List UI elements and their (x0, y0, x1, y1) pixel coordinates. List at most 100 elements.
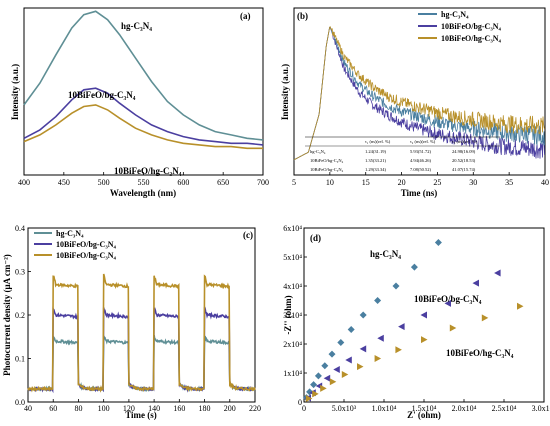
panel-d-point-10bifeo-bg (377, 334, 384, 342)
panel-c-xtick-label: 180 (199, 404, 211, 413)
panel-a-annotation-hg: hg-C₃N₄ (121, 21, 152, 31)
panel-d-point-10bifeo-hg (357, 363, 364, 371)
panel-d-point-hg (314, 372, 322, 380)
panel-d-ytick-label: 6x10⁴ (283, 224, 302, 233)
panel-b-xtick-label: 15 (362, 178, 370, 187)
panel-d-point-hg (374, 297, 382, 304)
panel-b-xtick-label: 40 (541, 178, 549, 187)
panel-c-series-line (27, 333, 256, 393)
panel-b-frame (293, 7, 546, 176)
panel-b-xlabel: Time (ns) (401, 188, 438, 198)
panel-c-xtick-label: 200 (224, 404, 236, 413)
panel-d-point-hg (359, 311, 367, 319)
panel-c-xtick-label: 100 (98, 404, 110, 413)
panel-d-point-hg (392, 282, 400, 290)
panel-c-legend-label: 10BiFeO/hg-C₃N₄ (56, 251, 117, 260)
panel-a-xtick-label: 650 (217, 178, 229, 187)
panel-c-label: (c) (243, 230, 253, 240)
panel-c-xtick-label: 160 (173, 404, 185, 413)
panel-d-point-hg (410, 263, 418, 271)
panel-d-point-10bifeo-bg (420, 311, 427, 319)
panel-d-ytick-label: 4x10⁴ (283, 282, 302, 291)
panel-d-ytick-label: 1x10⁴ (283, 369, 302, 378)
panel-d-point-10bifeo-hg (329, 378, 337, 386)
panel-b-xtick-label: 30 (469, 178, 477, 187)
panel-d-point-10bifeo-hg (481, 314, 489, 322)
panel-d-point-10bifeo-bg (398, 323, 405, 331)
panel-d-xlabel: Z' (ohm) (407, 410, 441, 420)
panel-d-point-10bifeo-bg (444, 299, 451, 307)
panel-d-ytick-label: 5x10⁴ (283, 253, 302, 262)
panel-d-point-hg (310, 381, 318, 389)
panel-c-ytick-label: 0.4 (15, 224, 25, 233)
panel-d-ytick-label: 3x10⁴ (283, 311, 302, 320)
panel-c-ytick-label: 0.0 (15, 398, 25, 407)
panel-a-label: (a) (240, 11, 251, 21)
panel-d-point-hg (321, 362, 329, 370)
panel-d-ytick-label: 2x10⁴ (283, 340, 302, 349)
panel-d-point-10bifeo-bg (359, 345, 367, 353)
panel-a-xtick-label: 700 (257, 178, 269, 187)
panel-d-xtick-label: 5.0x10³ (332, 404, 357, 413)
panel-a-xlabel: Wavelength (nm) (110, 188, 176, 198)
panel-c-xlabel: Time (s) (125, 410, 157, 420)
panel-a-xtick-label: 500 (98, 178, 110, 187)
panel-c-ylabel: Photocurrent density (μA cm⁻²) (2, 254, 12, 376)
panel-d-point-hg (434, 239, 442, 246)
panel-b-table-cell: 24.98(16.09) (452, 149, 476, 154)
panel-d-point-10bifeo-hg (341, 370, 349, 378)
panel-a-frame (23, 7, 264, 176)
panel-b-table-cell: 1.29(33.34) (365, 167, 386, 172)
panel-d-point-10bifeo-bg (333, 366, 340, 374)
panel-b-table-cell: 1.35(33.21) (365, 158, 386, 163)
panel-b-table-header: τ₂ (ns)(rel. %) (410, 139, 436, 144)
panel-d-point-10bifeo-bg (345, 356, 352, 364)
panel-d-point-10bifeo-hg (305, 395, 313, 403)
panel-b-table-cell: 10BiFeO/hg-C₃N₄ (310, 167, 344, 172)
panel-d-xtick-label: 3.0x10⁴ (532, 404, 550, 413)
panel-a-xtick-label: 450 (58, 178, 70, 187)
panel-b-xtick-label: 5 (292, 178, 296, 187)
panel-b-table-header: τ₃ (ns)(rel. %) (452, 139, 478, 144)
panel-b-legend-label: 10BiFeO/bg-C₃N₄ (441, 22, 502, 31)
panel-b-series-line (293, 26, 545, 161)
panel-b-table-cell: 41.07(15.74) (452, 167, 476, 172)
panel-d-point-10bifeo-hg (517, 302, 524, 310)
panel-a-series-line (23, 87, 264, 146)
panel-b-xtick-label: 10 (326, 178, 334, 187)
panel-b-xtick-label: 35 (505, 178, 513, 187)
panel-b-table-cell: 5.93(51.72) (410, 149, 431, 154)
panel-c-xtick-label: 120 (123, 404, 135, 413)
panel-c-xtick-label: 60 (49, 404, 57, 413)
panel-b-legend-label: hg-C₃N₄ (441, 10, 469, 19)
panel-c-ytick-label: 0.3 (15, 268, 25, 277)
panel-b-series-line (293, 26, 545, 161)
panel-d-annotation-10bifeo-hg: 10BiFeO/hg-C₃N₄ (446, 348, 514, 358)
panel-a-xtick-label: 550 (138, 178, 150, 187)
panel-d-point-10bifeo-hg (312, 390, 319, 398)
panel-c-series-line (27, 306, 256, 394)
panel-b-ylabel: Intensity (a.u.) (280, 64, 290, 120)
panel-c-xtick-label: 140 (148, 404, 160, 413)
panel-b-xtick-label: 20 (398, 178, 406, 187)
panel-c-ytick-label: 0.2 (15, 311, 25, 320)
panel-a-xtick-label: 600 (177, 178, 189, 187)
panel-d-annotation-hg: hg-C₃N₄ (370, 249, 401, 259)
panel-d-point-10bifeo-hg (395, 346, 402, 354)
panel-d-point-hg (337, 339, 345, 347)
panel-b-table-header: τ₁ (ns)(rel. %) (365, 139, 391, 144)
panel-d-point-10bifeo-bg (323, 374, 331, 382)
panel-b-table-cell: 10BiFeO/bg-C₃N₄ (310, 158, 344, 163)
panel-d-point-10bifeo-hg (421, 336, 428, 344)
panel-d-point-10bifeo-hg (320, 384, 327, 392)
panel-a-series-line (23, 104, 263, 150)
panel-b-legend-label: 10BiFeO/hg-C₃N₄ (441, 34, 502, 43)
panel-c-xtick-label: 80 (74, 404, 82, 413)
panel-d-point-10bifeo-bg (494, 269, 501, 277)
panel-d-xtick-label: 2.5x10⁴ (492, 404, 517, 413)
panel-d-point-hg (347, 326, 355, 333)
panel-a-xtick-label: 400 (18, 178, 30, 187)
panel-a-series-line (23, 10, 264, 141)
panel-d-ytick-label: 0 (298, 398, 302, 407)
